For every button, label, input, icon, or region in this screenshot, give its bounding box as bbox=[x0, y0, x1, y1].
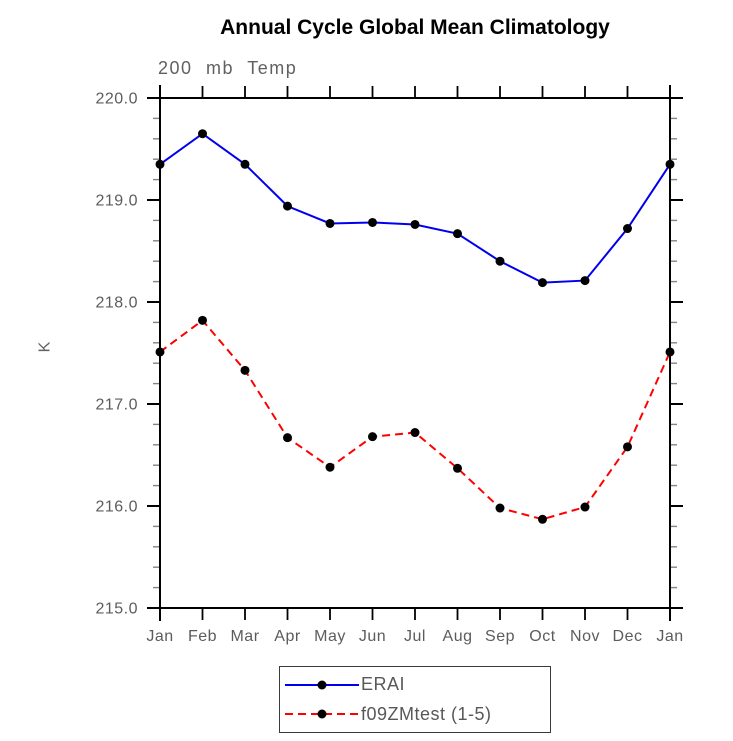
x-tick-label: Feb bbox=[188, 628, 217, 645]
data-point-marker bbox=[325, 462, 335, 472]
y-tick-label: 215.0 bbox=[95, 601, 138, 618]
x-tick-label: Jun bbox=[359, 628, 386, 645]
chart-subtitle: 200 mb Temp bbox=[158, 58, 298, 78]
legend-item-erai: ERAI bbox=[283, 672, 550, 698]
x-tick-label: Jan bbox=[656, 628, 683, 645]
legend-line-sample-f09zmtest bbox=[285, 709, 359, 719]
series-line-erai bbox=[159, 132, 671, 284]
x-tick-label: Aug bbox=[443, 628, 473, 645]
data-point-marker bbox=[155, 159, 165, 169]
y-tick-label: 219.0 bbox=[95, 193, 138, 210]
data-point-marker bbox=[665, 347, 675, 357]
series-line-f09zmtest bbox=[159, 318, 671, 521]
legend-line-sample-erai bbox=[285, 680, 359, 690]
x-tick-label: Oct bbox=[529, 628, 555, 645]
data-point-marker bbox=[580, 276, 590, 286]
data-point-marker bbox=[623, 224, 632, 234]
x-tick-label: Jul bbox=[404, 628, 426, 645]
x-tick-label: Nov bbox=[570, 628, 600, 645]
y-tick-label: 218.0 bbox=[95, 295, 138, 312]
legend: ERAI f09ZMtest (1-5) bbox=[279, 666, 551, 733]
x-tick-label: Apr bbox=[274, 628, 301, 645]
x-tick-label: Dec bbox=[613, 628, 643, 645]
legend-item-f09zmtest: f09ZMtest (1-5) bbox=[283, 701, 550, 727]
legend-label-erai: ERAI bbox=[361, 674, 406, 695]
data-point-marker bbox=[240, 159, 250, 169]
data-point-marker bbox=[410, 428, 420, 438]
data-point-marker bbox=[453, 229, 462, 239]
legend-marker-icon bbox=[317, 680, 327, 690]
data-point-marker bbox=[368, 217, 377, 227]
data-point-marker bbox=[198, 129, 207, 139]
data-point-marker bbox=[453, 463, 462, 473]
data-point-marker bbox=[283, 433, 292, 443]
x-tick-label: May bbox=[314, 628, 346, 645]
data-point-marker bbox=[665, 159, 675, 169]
data-point-marker bbox=[240, 365, 250, 375]
data-point-marker bbox=[580, 502, 590, 512]
y-tick-label: 216.0 bbox=[95, 499, 138, 516]
x-tick-label: Jan bbox=[146, 628, 173, 645]
data-point-marker bbox=[495, 256, 505, 266]
data-point-marker bbox=[283, 201, 292, 211]
data-point-marker bbox=[155, 347, 165, 357]
y-tick-label: 217.0 bbox=[95, 397, 138, 414]
data-point-marker bbox=[198, 315, 207, 325]
x-tick-label: Mar bbox=[230, 628, 259, 645]
data-point-marker bbox=[623, 442, 632, 452]
data-point-marker bbox=[538, 278, 547, 288]
legend-marker-icon bbox=[317, 709, 327, 719]
data-point-marker bbox=[368, 432, 377, 442]
data-point-marker bbox=[495, 503, 505, 513]
x-tick-label: Sep bbox=[485, 628, 515, 645]
legend-label-f09zmtest: f09ZMtest (1-5) bbox=[361, 703, 492, 724]
data-point-marker bbox=[325, 218, 335, 228]
data-point-marker bbox=[410, 219, 420, 229]
y-tick-label: 220.0 bbox=[95, 91, 138, 108]
data-point-marker bbox=[538, 514, 547, 524]
chart-title: Annual Cycle Global Mean Climatology bbox=[220, 16, 610, 39]
